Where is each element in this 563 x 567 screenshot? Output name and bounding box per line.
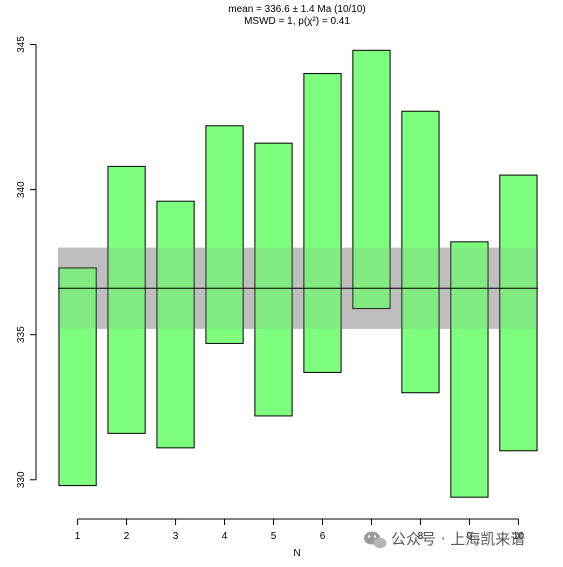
y-tick-label-345: 345 (16, 36, 27, 53)
age-interval-bar-1 (58, 267, 97, 487)
age-interval-bar-2 (107, 165, 146, 434)
chart-subtitle: MSWD = 1, p(χ²) = 0.41 (244, 16, 350, 27)
x-tick-label-2: 2 (124, 531, 130, 542)
x-tick-label-8: 8 (418, 531, 424, 542)
x-tick-label-9: 9 (467, 531, 473, 542)
watermark: 公众号 · 上海凯来谱 (364, 530, 525, 549)
wechat-icon (364, 531, 387, 549)
age-interval-bar-3 (156, 200, 195, 449)
age-interval-bar-7 (352, 49, 391, 310)
x-tick-label-1: 1 (75, 531, 81, 542)
age-interval-bar-6 (303, 73, 342, 373)
age-interval-bar-5 (254, 142, 293, 417)
age-interval-bar-9 (450, 241, 489, 498)
x-tick-label-5: 5 (271, 531, 277, 542)
watermark-text: 公众号 · 上海凯来谱 (391, 530, 525, 548)
x-tick-label-4: 4 (222, 531, 228, 542)
chart-title: mean = 336.6 ± 1.4 Ma (10/10) (228, 4, 366, 15)
age-interval-bar-8 (401, 110, 440, 394)
x-axis-label: N (293, 548, 300, 559)
x-tick-label-3: 3 (173, 531, 179, 542)
x-tick-label-6: 6 (320, 531, 326, 542)
age-interval-bar-10 (499, 174, 538, 452)
y-tick-label-340: 340 (16, 181, 27, 198)
age-interval-bar-4 (205, 125, 244, 344)
mean-overlay-layer (58, 247, 538, 329)
axis-layer: 33033534034512345678910 (16, 36, 524, 542)
bar-layer (58, 49, 538, 498)
y-tick-label-335: 335 (16, 326, 27, 343)
y-tick-label-330: 330 (16, 471, 27, 488)
x-tick-label-10: 10 (513, 531, 525, 542)
